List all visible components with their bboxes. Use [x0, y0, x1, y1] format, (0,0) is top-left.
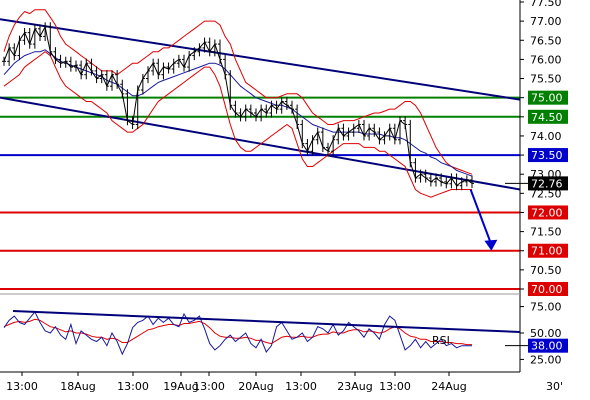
level-box-label-5: 70.00	[531, 283, 563, 296]
level-box-3	[528, 205, 568, 220]
level-box-label-3: 72.00	[531, 206, 563, 219]
x-tick-label-5: 20Aug	[238, 380, 273, 393]
price-close-line	[3, 25, 473, 187]
rsi-current-label: 38.00	[531, 340, 563, 353]
level-box-label-1: 74.50	[531, 111, 563, 124]
y-tick-label-10: 72.50	[530, 187, 562, 200]
y-tick-label-0: 77.50	[530, 0, 562, 9]
channel-line-1	[0, 96, 521, 191]
bollinger-lower-line	[3, 51, 472, 198]
y-tick-label-4: 75.50	[530, 73, 562, 86]
x-tick-label-0: 13:00	[6, 380, 38, 393]
channel-line-0	[0, 18, 521, 101]
y-tick-label-2: 76.50	[530, 34, 562, 47]
current-price-box	[528, 176, 568, 191]
x-tick-label-8: 13:00	[379, 380, 411, 393]
y-tick-label-12: 71.50	[530, 226, 562, 239]
price-panel: 77.50 77.00 76.50 76.00 75.50 75.00 74.50 74.00…	[0, 0, 568, 372]
level-box-5	[528, 282, 568, 296]
moving-average-line	[3, 49, 473, 177]
y-tick-label-1: 77.00	[530, 15, 562, 28]
y-tick-label-14: 70.50	[530, 264, 562, 277]
x-tick-label-7: 23Aug	[337, 380, 372, 393]
level-box-label-2: 73.50	[531, 149, 563, 162]
rsi-current-box	[528, 338, 568, 353]
x-tick-label-1: 18Aug	[60, 380, 95, 393]
y-tick-label-7: 74.00	[530, 130, 562, 143]
bollinger-upper-line	[3, 9, 473, 175]
rsi-indicator-label: RSI	[432, 334, 450, 347]
forecast-arrow-head	[484, 239, 498, 251]
level-box-label-4: 71.00	[531, 245, 563, 258]
corner-label: 30'	[546, 380, 563, 393]
forecast-arrow-line	[469, 189, 493, 246]
x-tick-label-2: 13:00	[117, 380, 149, 393]
x-tick-label-3: 19Aug	[163, 380, 198, 393]
level-box-0	[528, 90, 568, 105]
rsi-tick-label-3: 25.00	[530, 353, 562, 366]
x-tick-label-9: 24Aug	[431, 380, 466, 393]
rsi-tick-label-0: 75.00	[530, 301, 562, 314]
x-tick-label-4: 13:00	[193, 380, 225, 393]
level-box-4	[528, 243, 568, 258]
rsi-tick-label-1: 50.00	[530, 327, 562, 340]
rsi-line	[3, 310, 472, 356]
current-price-label: 72.76	[531, 177, 563, 190]
level-box-2	[528, 148, 568, 163]
level-box-1	[528, 109, 568, 124]
level-box-label-0: 75.00	[531, 92, 563, 105]
y-tick-label-3: 76.00	[530, 53, 562, 66]
x-tick-label-6: 13:00	[285, 380, 317, 393]
rsi-trend-line	[12, 310, 521, 333]
